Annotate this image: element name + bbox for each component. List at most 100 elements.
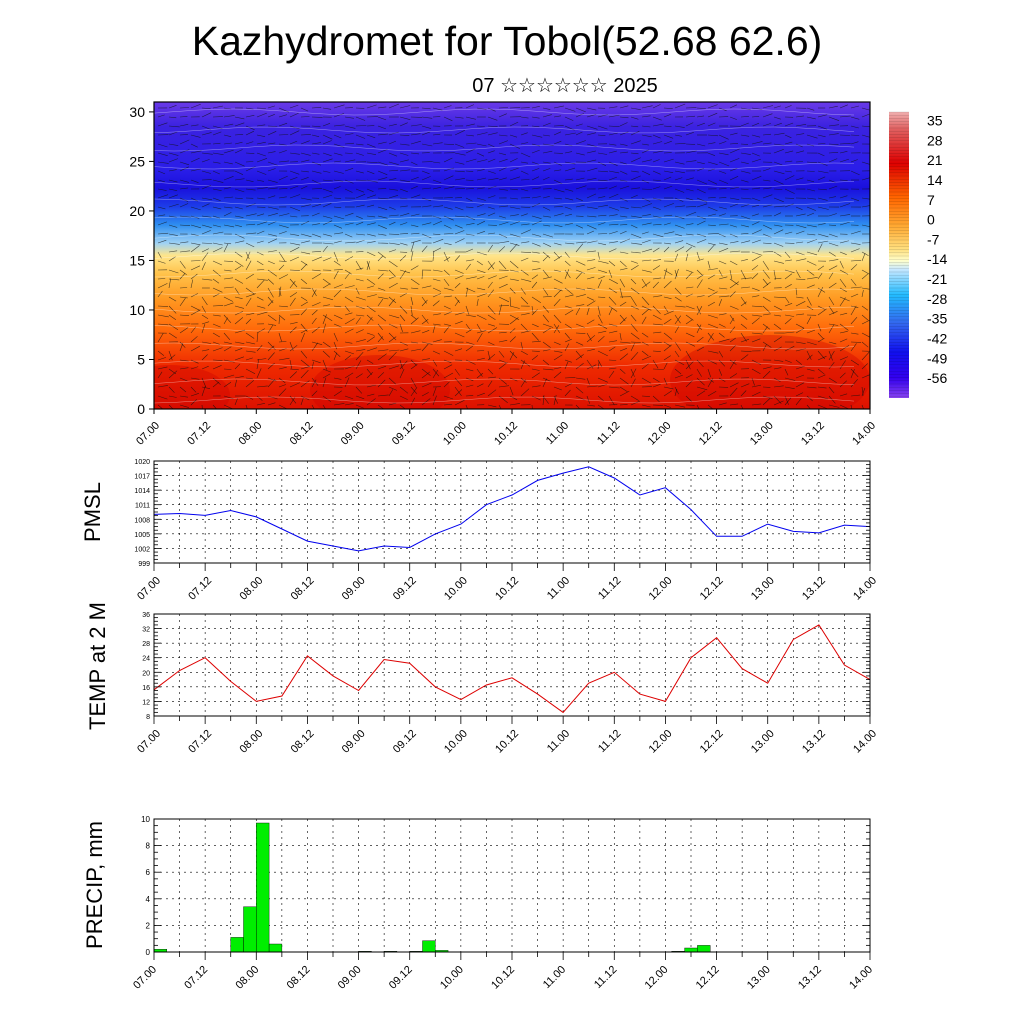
wind-barb (212, 242, 223, 246)
wind-barb (168, 203, 179, 208)
wind-barb (531, 368, 540, 371)
wind-barb (828, 265, 838, 271)
wind-barb (509, 351, 515, 361)
wind-barb (432, 369, 439, 379)
wind-barb (179, 116, 188, 118)
wind-barb (795, 398, 802, 406)
wind-barb (267, 287, 274, 298)
x-tick-label: 08.00 (236, 420, 264, 448)
wind-barb (454, 238, 465, 244)
wind-barb (421, 270, 424, 280)
wind-barb (652, 277, 662, 280)
wind-barb (630, 125, 639, 128)
wind-barb (432, 250, 435, 262)
wind-barb (740, 323, 747, 329)
pmsl-line (153, 466, 871, 552)
wind-barb (817, 308, 827, 316)
wind-barb (267, 296, 274, 304)
wind-barb (608, 132, 618, 136)
wind-barb (421, 319, 429, 325)
wind-barb (355, 170, 364, 174)
wind-barb (740, 383, 750, 388)
wind-barb (377, 161, 389, 166)
wind-barb (553, 394, 557, 406)
wind-barb (663, 203, 675, 208)
wind-barb (861, 161, 870, 165)
x-tick-label: 07.12 (185, 420, 213, 448)
wind-barb (707, 260, 711, 269)
wind-barb (234, 356, 245, 361)
wind-barb (740, 354, 749, 361)
wind-barb (344, 395, 354, 400)
wind-barb (795, 258, 807, 262)
colorbar-ramp (889, 112, 909, 398)
wind-barb (388, 282, 398, 289)
wind-barb (498, 350, 505, 358)
wind-barb (784, 318, 792, 325)
wind-barb (751, 175, 762, 181)
wind-barb (509, 386, 514, 396)
wind-barb (311, 361, 314, 370)
wind-barb (531, 203, 540, 208)
colorbar-label: -56 (927, 370, 947, 386)
wind-barb (707, 152, 716, 156)
wind-barb (597, 359, 603, 367)
wind-barb (674, 233, 683, 237)
wind-barb (190, 326, 197, 334)
wind-barb (762, 260, 769, 270)
wind-barb (322, 233, 332, 237)
wind-barb (828, 251, 836, 257)
wind-barb (674, 388, 678, 397)
wind-barb (597, 260, 609, 264)
wind-barb (377, 215, 388, 219)
wind-barb (498, 113, 507, 118)
wind-barb (377, 224, 387, 229)
wind-barb (762, 398, 771, 406)
precip-bar (697, 945, 711, 953)
wind-barb (619, 353, 629, 361)
wind-barb (597, 196, 606, 199)
wind-barb (575, 131, 583, 136)
wind-barb (333, 170, 344, 174)
wind-barb (619, 116, 629, 119)
wind-barb (410, 241, 415, 253)
wind-barb (311, 404, 315, 409)
wind-barb (355, 251, 364, 253)
wind-barb (696, 161, 705, 165)
wind-barb (190, 377, 200, 380)
wind-barb (696, 179, 708, 185)
wind-barb (311, 223, 320, 226)
wind-barb (696, 386, 708, 391)
wind-barb (212, 247, 223, 253)
wind-barb (608, 206, 620, 211)
wind-barb (443, 403, 453, 406)
precip-ylabel: PRECIP, mm (82, 821, 107, 949)
wind-barb (619, 278, 625, 288)
wind-barb (641, 269, 652, 273)
colorbar-label: -35 (927, 311, 947, 327)
wind-barb (861, 177, 870, 181)
wind-barb (498, 140, 509, 145)
wind-barb (234, 296, 243, 299)
wind-barb (685, 177, 694, 181)
wind-barb (729, 269, 733, 280)
wind-barb (432, 359, 438, 367)
wind-barb (333, 224, 343, 229)
wind-barb (190, 345, 200, 352)
wind-barb (795, 124, 807, 127)
wind-barb (256, 134, 266, 137)
wind-barb (344, 142, 355, 145)
wind-barb (729, 403, 739, 406)
wind-barb (520, 142, 529, 145)
wind-barb (652, 134, 661, 139)
wind-barb (707, 323, 719, 329)
wind-barb (245, 223, 256, 226)
wind-barb (641, 363, 650, 370)
wind-barb (608, 248, 617, 253)
wind-barb (685, 253, 689, 262)
colorbar-label: 14 (927, 172, 943, 188)
wind-barb (630, 233, 642, 239)
wind-barb (652, 350, 661, 352)
wind-barb (410, 265, 419, 271)
wind-barb (773, 161, 783, 166)
